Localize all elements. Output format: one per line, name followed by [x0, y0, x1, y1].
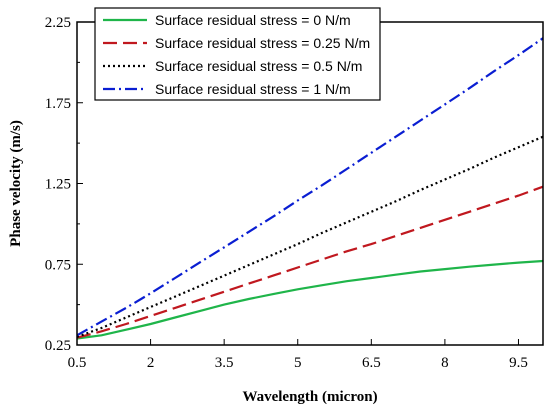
y-tick-label: 2.25 [45, 15, 71, 31]
legend: Surface residual stress = 0 N/m Surface r… [94, 7, 381, 101]
legend-label: Surface residual stress = 0.5 N/m [155, 58, 362, 74]
x-tick-label: 2 [147, 355, 155, 371]
x-tick-label: 8 [441, 355, 449, 371]
x-tick-label: 5 [294, 355, 302, 371]
series-line-3 [76, 135, 544, 338]
series-lines [76, 37, 544, 340]
x-tick-label: 3.5 [215, 355, 234, 371]
legend-label: Surface residual stress = 0 N/m [155, 12, 351, 28]
x-tick-label: 9.5 [509, 355, 528, 371]
y-axis-ticks: 0.25 0.75 1.25 1.75 2.25 [45, 15, 83, 354]
y-tick-label: 1.25 [45, 177, 71, 193]
series-line-4 [76, 37, 544, 337]
y-axis-title: Phase velocity (m/s) [8, 120, 24, 247]
y-tick-label: 1.75 [45, 96, 71, 112]
x-axis-title: Wavelength (micron) [242, 389, 377, 405]
series-line-2 [76, 185, 544, 339]
legend-label: Surface residual stress = 0.25 N/m [155, 35, 370, 51]
x-axis-ticks: 0.5 2 3.5 5 6.5 8 9.5 [68, 339, 528, 371]
legend-box [94, 7, 381, 101]
x-tick-label: 0.5 [68, 355, 87, 371]
y-tick-label: 0.75 [45, 257, 71, 273]
legend-label: Surface residual stress = 1 N/m [155, 81, 351, 97]
series-line-1 [76, 259, 544, 340]
x-tick-label: 6.5 [362, 355, 381, 371]
y-tick-label: 0.25 [45, 338, 71, 354]
